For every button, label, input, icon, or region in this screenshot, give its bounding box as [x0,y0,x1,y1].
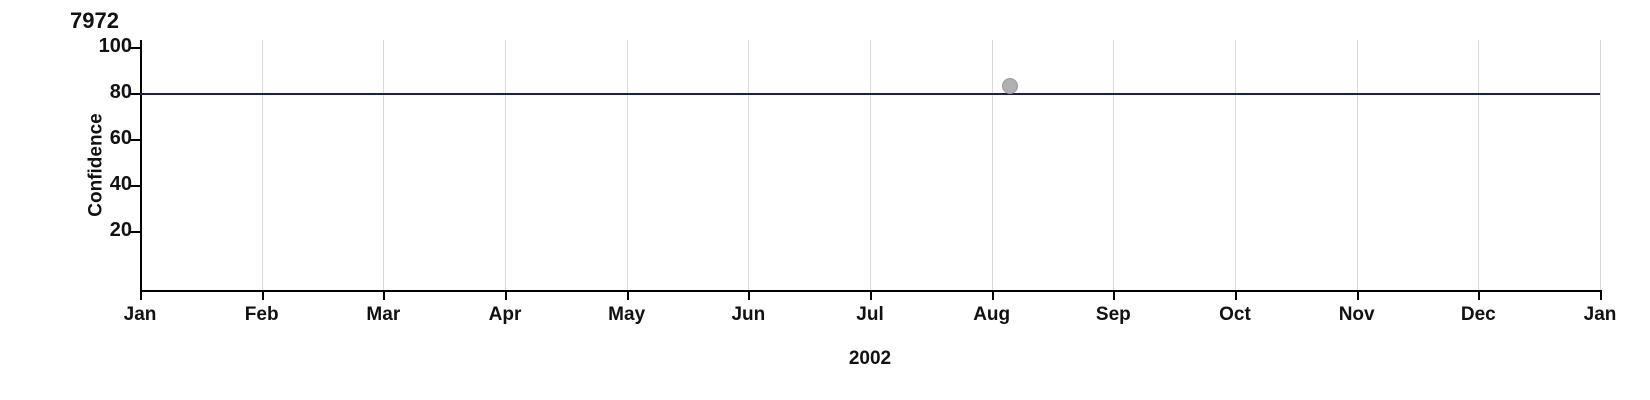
chart-container: 7972 100 80 60 40 20 Jan Feb Mar [0,0,1650,400]
gridline [870,40,871,290]
gridline [1235,40,1236,290]
x-axis-title: 2002 [849,348,891,370]
gridline [505,40,506,290]
x-tick-label-dec: Dec [1448,304,1508,326]
data-point-aug[interactable] [1002,78,1018,94]
y-axis-title: Confidence [86,113,108,216]
gridline [1357,40,1358,290]
x-tick-label-nov: Nov [1327,304,1387,326]
y-tick-label-100: 100 [92,35,132,58]
x-tick-label-jan1: Jan [110,304,170,326]
gridline [627,40,628,290]
x-tick-label-oct: Oct [1205,304,1265,326]
gridline [748,40,749,290]
x-tick-label-jun: Jun [718,304,778,326]
gridline [1600,40,1601,290]
x-tick-label-sep: Sep [1083,304,1143,326]
annotation-label: 7972 [70,8,119,34]
y-tick-label-80: 80 [92,81,132,104]
gridline [1478,40,1479,290]
x-tick-label-feb: Feb [232,304,292,326]
y-tick-label-20: 20 [92,219,132,242]
confidence-threshold-line [140,93,1600,95]
x-tick-label-aug: Aug [962,304,1022,326]
x-tick-jan2 [1600,290,1602,300]
x-tick-label-mar: Mar [353,304,413,326]
gridline [1113,40,1114,290]
gridline [383,40,384,290]
x-tick-label-may: May [597,304,657,326]
x-tick-label-jul: Jul [840,304,900,326]
gridline [262,40,263,290]
x-tick-label-jan2: Jan [1570,304,1630,326]
x-axis-line [140,290,1600,292]
x-tick-label-apr: Apr [475,304,535,326]
y-axis-line [140,40,142,290]
plot-area: 100 80 60 40 20 Jan Feb Mar Apr May Jun … [140,40,1600,290]
gridline [992,40,993,290]
